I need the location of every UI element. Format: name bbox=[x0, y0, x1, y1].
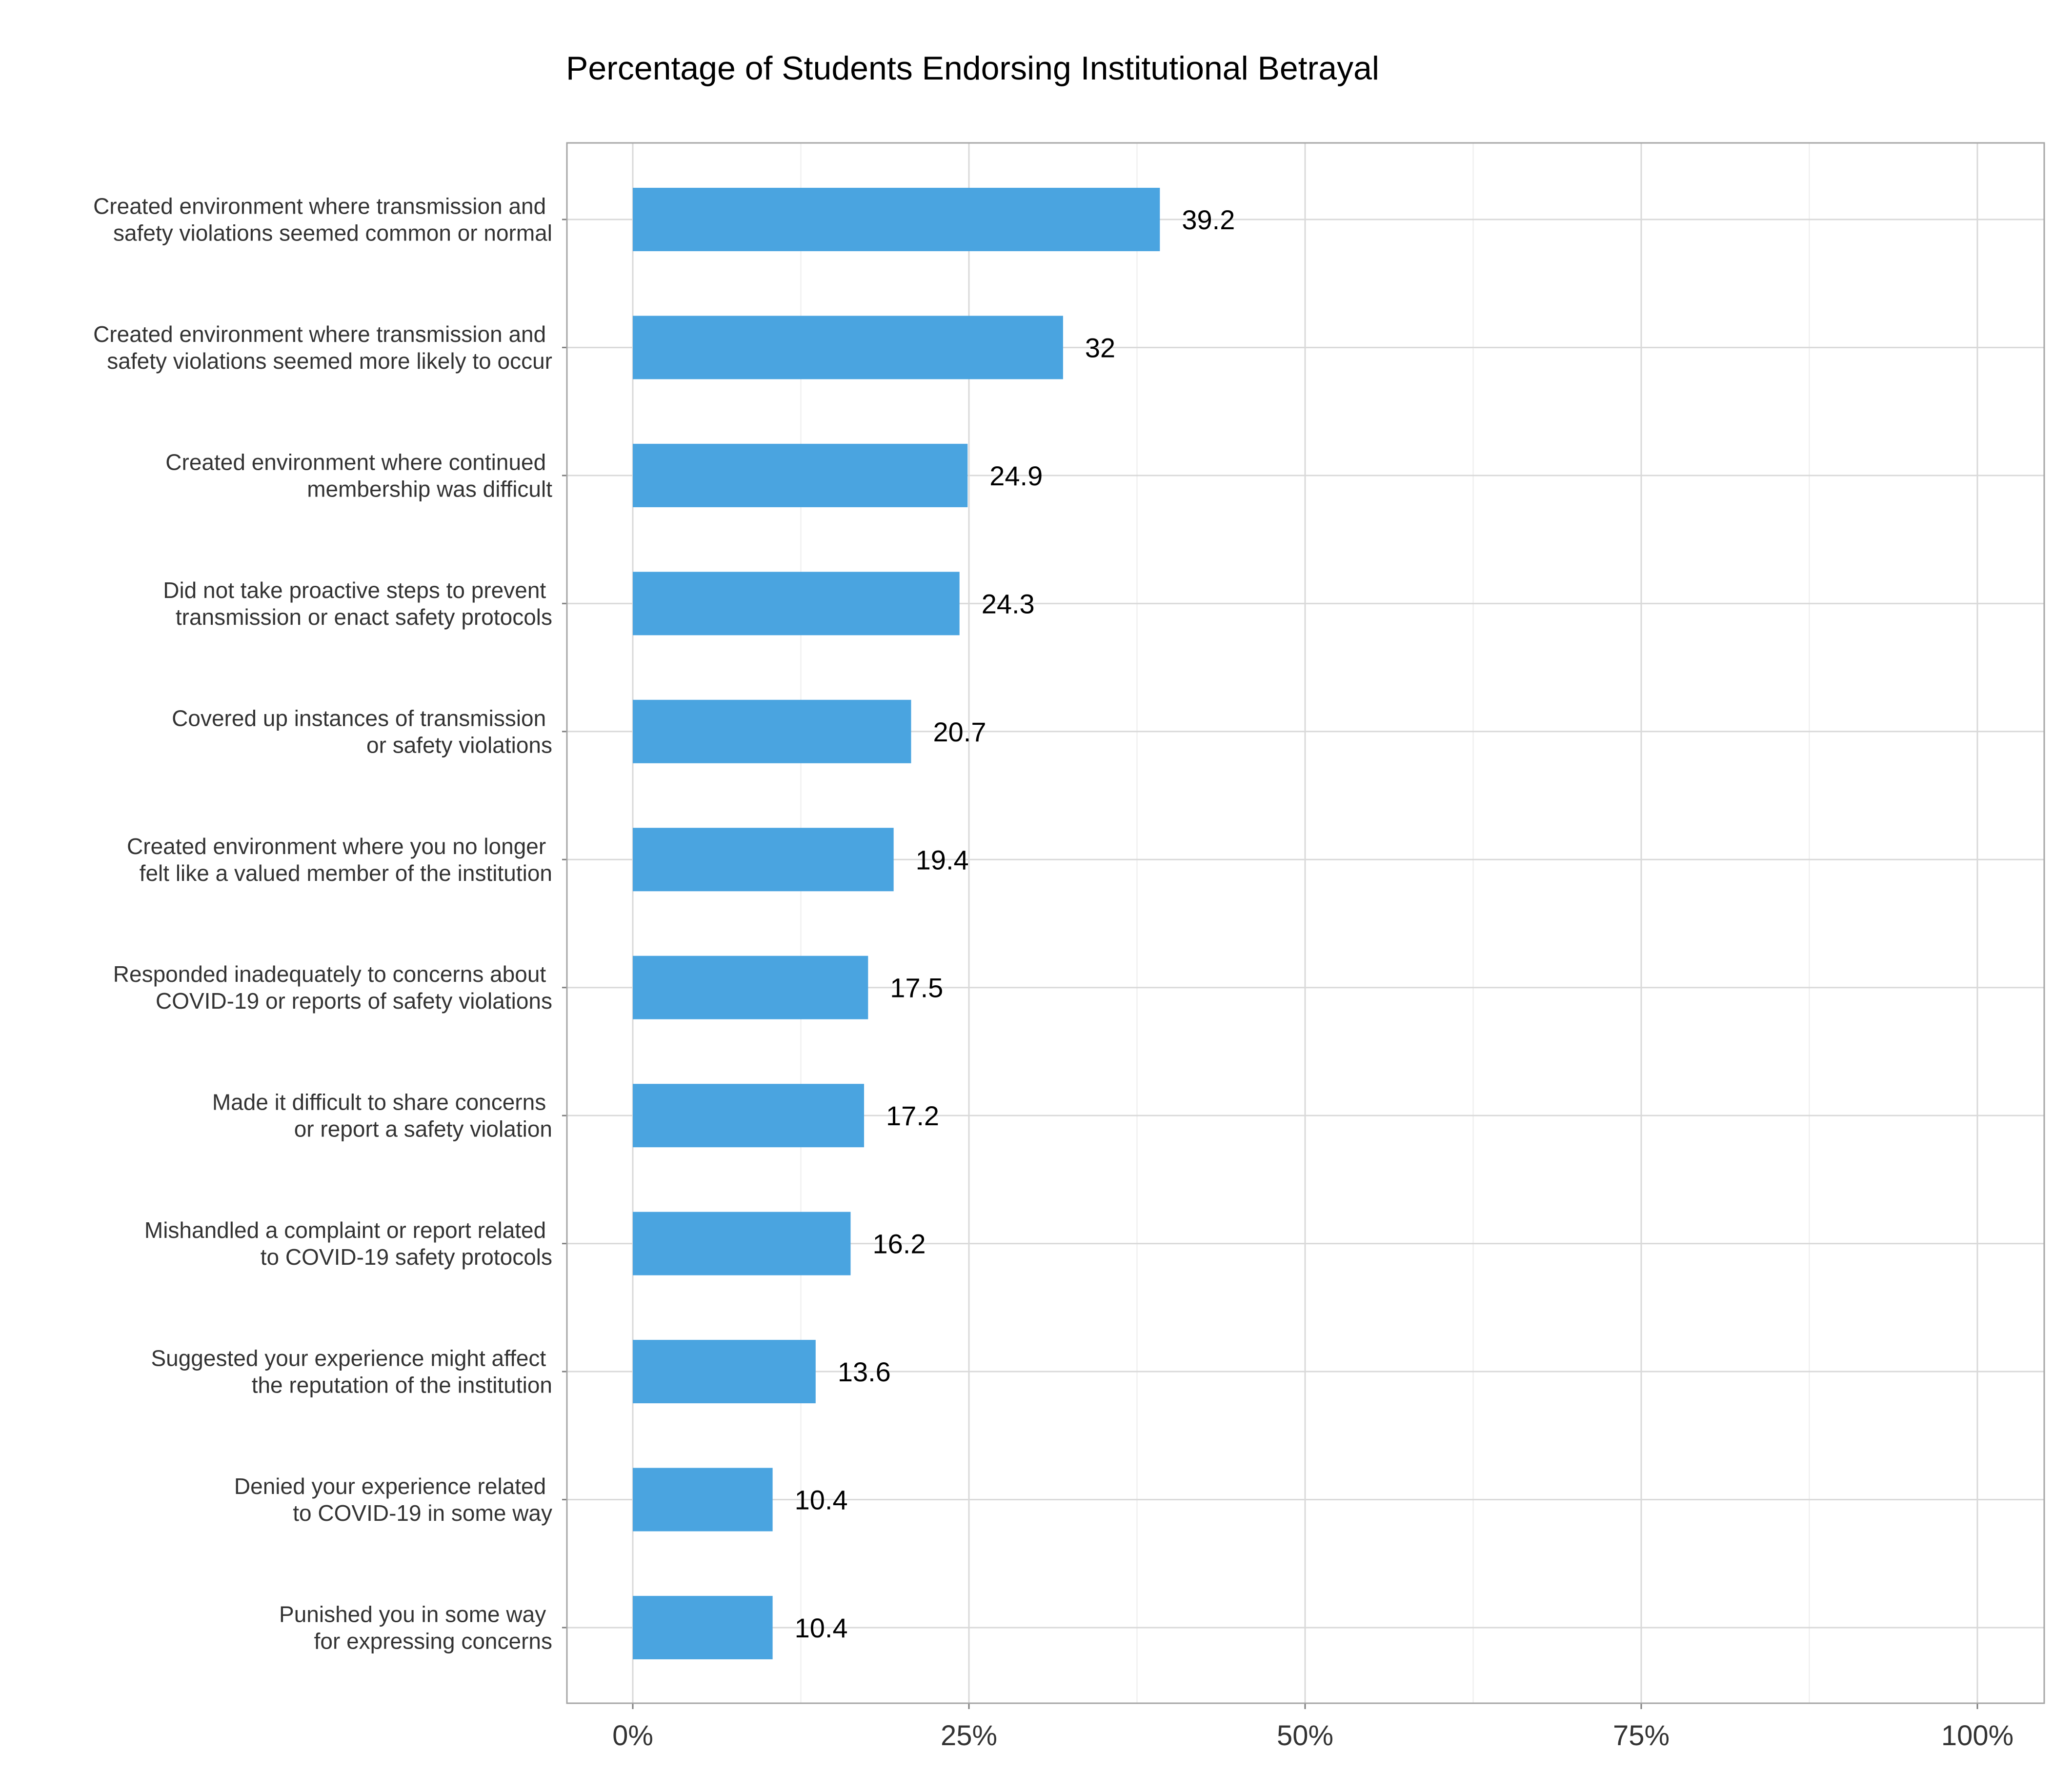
bar bbox=[633, 1212, 851, 1275]
value-labels: 39.2 32 24.9 24.3 20.7 19.4 17.5 17.2 16.2 13.6 10… bbox=[795, 204, 1235, 1643]
category-label: safety violations seemed common or norma… bbox=[113, 220, 552, 246]
category-label: Created environment where you no longer bbox=[127, 834, 552, 859]
category-label: Responded inadequately to concerns about bbox=[113, 961, 552, 987]
category-label: Created environment where transmission a… bbox=[93, 321, 552, 347]
bar-value-label: 24.3 bbox=[982, 588, 1035, 619]
bar bbox=[633, 956, 868, 1019]
bar-value-label: 20.7 bbox=[933, 717, 986, 747]
bar-value-label: 13.6 bbox=[838, 1356, 891, 1387]
bar bbox=[633, 828, 894, 892]
category-label: Mishandled a complaint or report related bbox=[144, 1217, 552, 1243]
bar-value-label: 16.2 bbox=[872, 1229, 926, 1259]
bars bbox=[633, 188, 1160, 1659]
category-label: Suggested your experience might affect bbox=[151, 1346, 552, 1371]
bar bbox=[633, 316, 1063, 379]
category-labels: Created environment where transmission a… bbox=[93, 194, 552, 1654]
bar-value-label: 24.9 bbox=[989, 460, 1043, 491]
bar bbox=[633, 1340, 816, 1404]
category-label: for expressing concerns bbox=[314, 1628, 552, 1653]
x-tick-label: 0% bbox=[612, 1720, 653, 1752]
bar-value-label: 19.4 bbox=[916, 844, 969, 875]
chart-title: Percentage of Students Endorsing Institu… bbox=[566, 50, 1379, 87]
category-label: Punished you in some way bbox=[279, 1601, 552, 1627]
category-label: Made it difficult to share concerns bbox=[212, 1090, 552, 1115]
plot-panel-border bbox=[566, 142, 2045, 1704]
category-label: to COVID-19 safety protocols bbox=[261, 1244, 552, 1270]
category-label: or safety violations bbox=[366, 732, 552, 757]
bar-value-label: 32 bbox=[1085, 332, 1115, 363]
category-label: membership was difficult bbox=[307, 476, 552, 501]
category-label: or report a safety violation bbox=[294, 1116, 552, 1142]
bar bbox=[633, 1084, 865, 1148]
bar bbox=[633, 699, 911, 763]
category-label: Did not take proactive steps to prevent bbox=[163, 577, 552, 603]
category-label: Covered up instances of transmission bbox=[172, 705, 552, 731]
bar-value-label: 10.4 bbox=[795, 1485, 848, 1515]
category-label: transmission or enact safety protocols bbox=[176, 604, 552, 630]
bar bbox=[633, 572, 960, 636]
bar-value-label: 17.5 bbox=[890, 973, 943, 1003]
category-label: to COVID-19 in some way bbox=[293, 1500, 552, 1526]
bar bbox=[633, 1468, 773, 1532]
bar bbox=[633, 443, 968, 507]
x-axis: 0% 25% 50% 75% 100% bbox=[562, 219, 2013, 1752]
category-label: safety violations seemed more likely to … bbox=[107, 348, 552, 374]
bar bbox=[633, 188, 1160, 251]
x-tick-label: 50% bbox=[1277, 1720, 1333, 1752]
x-tick-label: 25% bbox=[941, 1720, 997, 1752]
bar-value-label: 39.2 bbox=[1182, 204, 1235, 235]
category-label: felt like a valued member of the institu… bbox=[140, 860, 552, 886]
category-label: Created environment where transmission a… bbox=[93, 194, 552, 219]
category-label: COVID-19 or reports of safety violations bbox=[156, 988, 552, 1014]
category-label: Created environment where continued bbox=[165, 449, 552, 475]
bar-value-label: 17.2 bbox=[886, 1100, 939, 1131]
x-tick-label: 75% bbox=[1613, 1720, 1670, 1752]
bar-value-label: 10.4 bbox=[795, 1613, 848, 1643]
category-label: the reputation of the institution bbox=[252, 1373, 552, 1398]
x-tick-label: 100% bbox=[1941, 1720, 2013, 1752]
bar bbox=[633, 1595, 773, 1659]
category-label: Denied your experience related bbox=[234, 1473, 552, 1499]
